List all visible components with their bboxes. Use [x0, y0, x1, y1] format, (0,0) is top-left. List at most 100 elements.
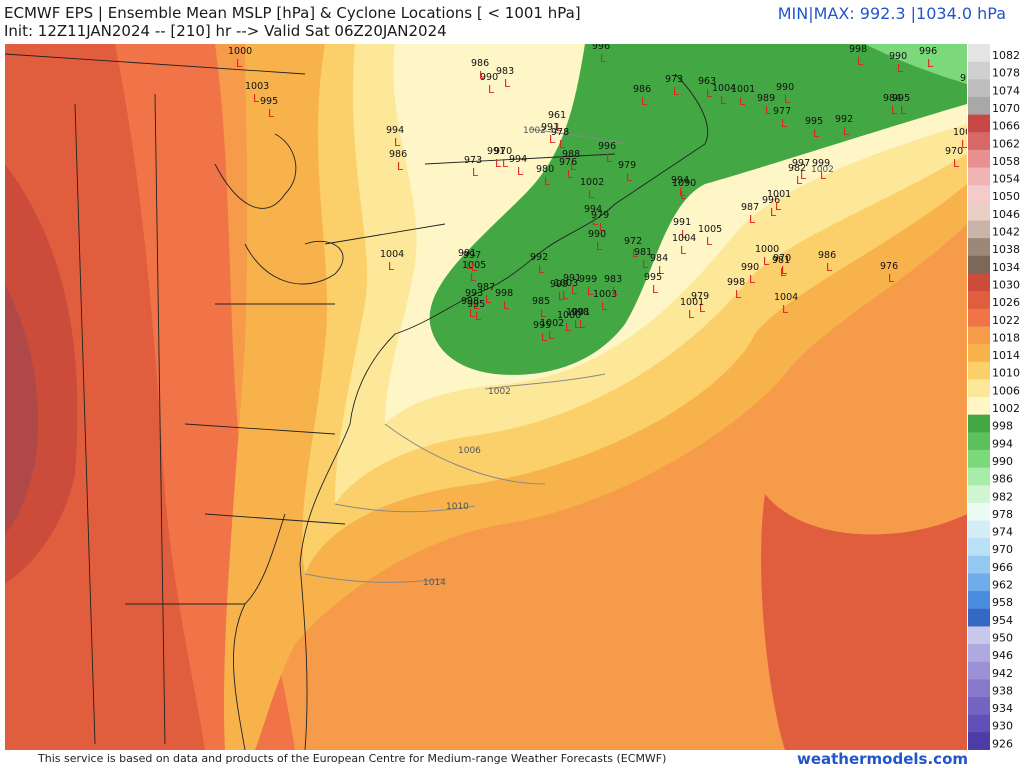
cyclone-pressure-label: 997	[792, 158, 810, 169]
cyclone-pressure-label: 996	[598, 141, 616, 152]
legend-label: 1010	[992, 367, 1020, 380]
low-pressure-marker: L	[820, 169, 827, 182]
legend-label: 1046	[992, 208, 1020, 221]
low-pressure-marker: L	[562, 289, 569, 302]
low-pressure-marker: L	[688, 308, 695, 321]
legend-label: 958	[992, 596, 1013, 609]
cyclone-pressure-label: 977	[773, 106, 791, 117]
low-pressure-marker: L	[652, 283, 659, 296]
low-pressure-marker: L	[503, 299, 510, 312]
low-pressure-marker: L	[642, 258, 649, 271]
legend-swatch	[968, 644, 990, 663]
brand-link[interactable]: weathermodels.com	[796, 750, 968, 768]
low-pressure-marker: L	[574, 318, 581, 331]
cyclone-pressure-label: 991	[541, 122, 559, 133]
low-pressure-marker: L	[780, 266, 787, 279]
legend-swatch	[968, 538, 990, 557]
low-pressure-marker: L	[504, 77, 511, 90]
low-pressure-marker: L	[763, 255, 770, 268]
legend-label: 1062	[992, 137, 1020, 150]
cyclone-pressure-label: 979	[691, 291, 709, 302]
legend-label: 1082	[992, 49, 1020, 62]
low-pressure-marker: L	[600, 52, 607, 65]
legend-label: 970	[992, 543, 1013, 556]
cyclone-pressure-label: 986	[818, 250, 836, 261]
low-pressure-marker: L	[236, 57, 243, 70]
cyclone-pressure-label: 1090	[672, 178, 696, 189]
cyclone-pressure-label: 976	[880, 261, 898, 272]
legend-swatch	[968, 449, 990, 469]
legend-label: 990	[992, 455, 1013, 468]
legend-label: 1042	[992, 226, 1020, 239]
low-pressure-marker: L	[680, 244, 687, 257]
cyclone-pressure-label: 981	[634, 247, 652, 258]
legend-swatch	[968, 149, 990, 169]
cyclone-pressure-label: 984	[650, 253, 668, 264]
cyclone-pressure-label: 979	[591, 210, 609, 221]
low-pressure-marker: L	[720, 94, 727, 107]
cyclone-pressure-label: 991	[673, 217, 691, 228]
cyclone-pressure-label: 990	[588, 229, 606, 240]
legend-swatch	[968, 202, 990, 221]
legend-swatch	[968, 361, 990, 380]
legend-swatch	[968, 432, 990, 451]
min-max-readout: MIN|MAX: 992.3 |1034.0 hPa	[777, 4, 1006, 23]
cyclone-pressure-label: 994	[671, 175, 689, 186]
cyclone-pressure-label: 986	[471, 58, 489, 69]
cyclone-pressure-label: 986	[389, 149, 407, 160]
cyclone-pressure-label: 990	[480, 72, 498, 83]
cyclone-pressure-label: 1004	[774, 292, 798, 303]
cyclone-pressure-label: 1003	[245, 81, 269, 92]
cyclone-pressure-label: 972	[624, 236, 642, 247]
isobar-lines	[304, 128, 626, 583]
legend-label: 1018	[992, 331, 1020, 344]
cyclone-pressure-label: 1005	[698, 224, 722, 235]
legend-swatch	[968, 679, 990, 698]
low-pressure-marker: L	[800, 169, 807, 182]
cyclone-pressure-label: 982	[788, 163, 806, 174]
map-subtitle: Init: 12Z11JAN2024 -- [210] hr --> Valid…	[4, 22, 447, 40]
cyclone-pressure-label: 985	[532, 296, 550, 307]
isobar-label: 1002	[523, 126, 546, 136]
low-pressure-marker: L	[888, 272, 895, 285]
low-pressure-marker: L	[897, 62, 904, 75]
low-pressure-marker: L	[268, 107, 275, 120]
low-pressure-marker: L	[781, 117, 788, 130]
legend-swatch	[968, 326, 990, 345]
legend-swatch	[968, 220, 990, 239]
legend-label: 946	[992, 649, 1013, 662]
low-pressure-marker: L	[606, 152, 613, 165]
low-pressure-marker: L	[495, 157, 502, 170]
low-pressure-marker: L	[843, 125, 850, 138]
legend-swatches	[968, 44, 990, 750]
low-pressure-marker: L	[544, 175, 551, 188]
legend-swatch	[968, 485, 990, 504]
cyclone-pressure-label: 986	[633, 84, 651, 95]
legend-swatch	[968, 573, 990, 592]
cyclone-pressure-label: 990	[776, 82, 794, 93]
low-pressure-marker: L	[784, 93, 791, 106]
cyclone-pressure-label: 990	[889, 51, 907, 62]
cyclone-pressure-label: 995	[805, 116, 823, 127]
legend-label: 942	[992, 667, 1013, 680]
cyclone-pressure-label: 996	[919, 46, 937, 57]
cyclone-pressure-label: 1004	[672, 233, 696, 244]
legend-label: 930	[992, 720, 1013, 733]
isobar-label: 1006	[458, 446, 481, 456]
cyclone-pressure-label: 984	[883, 93, 901, 104]
legend-label: 1050	[992, 190, 1020, 203]
low-pressure-marker: L	[699, 302, 706, 315]
cyclone-pressure-label: 987	[741, 202, 759, 213]
low-pressure-marker: L	[485, 293, 492, 306]
cyclone-pressure-label: 973	[665, 74, 683, 85]
cyclone-pressure-label: 1001	[566, 307, 590, 318]
coastline-and-borders	[5, 53, 709, 750]
color-legend: 1082 1078 1074 1070 1066 1062 1058 1054 1050 1046…	[968, 44, 1020, 750]
low-pressure-marker: L	[488, 83, 495, 96]
low-pressure-marker: L	[765, 104, 772, 117]
low-pressure-marker: L	[900, 104, 907, 117]
legend-label: 1002	[992, 402, 1020, 415]
low-pressure-marker: L	[782, 303, 789, 316]
low-pressure-marker: L	[588, 188, 595, 201]
low-pressure-marker: L	[559, 138, 566, 151]
